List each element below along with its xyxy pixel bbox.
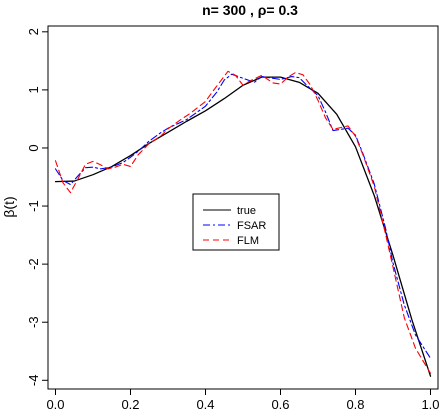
legend-box xyxy=(192,193,280,251)
x-tick-label: 1.0 xyxy=(421,397,439,412)
x-tick-label: 0.0 xyxy=(46,397,64,412)
x-tick-label: 0.2 xyxy=(121,397,139,412)
plot-area xyxy=(47,25,439,390)
legend-label-true: true xyxy=(237,205,256,217)
legend-label-flm: FLM xyxy=(237,235,259,247)
y-axis: -4 -3 -2 -1 0 1 2 xyxy=(26,28,48,386)
x-tick-label: 0.6 xyxy=(271,397,289,412)
y-tick-label: 1 xyxy=(26,86,41,93)
chart-title: n= 300 , ρ= 0.3 xyxy=(202,2,298,18)
x-tick-label: 0.4 xyxy=(196,397,214,412)
y-tick-label: -3 xyxy=(26,316,41,328)
x-tick-label: 0.8 xyxy=(346,397,364,412)
series-line-flm xyxy=(54,70,432,374)
x-axis: 0.0 0.2 0.4 0.6 0.8 1.0 xyxy=(46,389,440,412)
y-tick-label: -4 xyxy=(26,375,41,387)
legend: true FSAR FLM xyxy=(192,193,280,251)
y-tick-label: -2 xyxy=(26,258,41,270)
y-tick-label: 2 xyxy=(26,28,41,35)
y-tick-label: 0 xyxy=(26,144,41,151)
y-axis-label: β(t) xyxy=(1,196,17,217)
plot-frame xyxy=(47,25,439,390)
legend-label-fsar: FSAR xyxy=(237,220,266,232)
series-layer xyxy=(54,70,432,377)
y-tick-label: -1 xyxy=(26,200,41,212)
